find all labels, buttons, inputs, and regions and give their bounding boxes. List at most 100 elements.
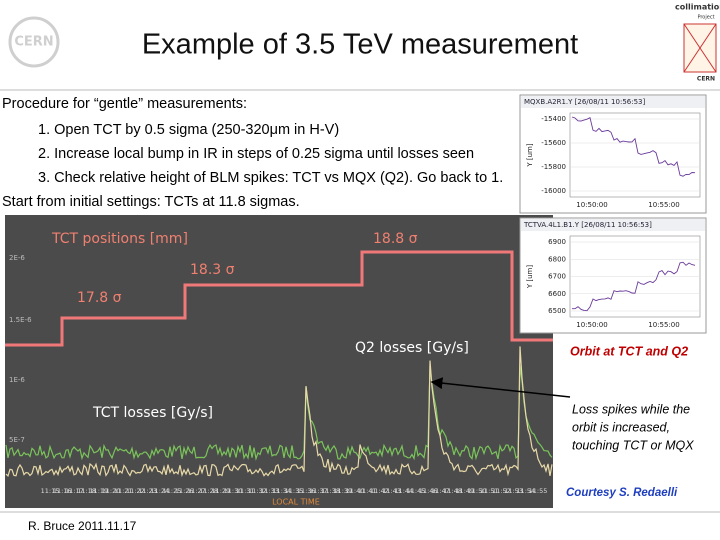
procedure-intro: Procedure for “gentle” measurements: — [2, 96, 247, 112]
x-tick-label: 11:37 — [309, 487, 328, 495]
x-tick-label: 11:45 — [407, 487, 426, 495]
procedure-start: Start from initial settings: TCTs at 11.… — [2, 194, 300, 210]
orbit-annotation: Orbit at TCT and Q2 — [570, 344, 688, 358]
logo-right-text: Project — [697, 15, 714, 21]
orbit-x-tick: 10:50:00 — [576, 201, 607, 209]
orbit-plot-title: TCTVA.4L1.B1.Y [26/08/11 10:56:53] — [523, 221, 652, 229]
x-tick-label: 11:36 — [297, 487, 316, 495]
x-tick-label: 11:30 — [224, 487, 243, 495]
x-tick-label: 11:34 — [272, 487, 291, 495]
orbit-y-label: Y [um] — [526, 143, 534, 167]
x-tick-label: 11:31 — [236, 487, 255, 495]
x-tick-label: 11:26 — [175, 487, 194, 495]
annotation-arrow — [430, 377, 571, 398]
x-tick-label: 11:52 — [492, 487, 511, 495]
orbit-trace — [571, 116, 696, 177]
orbit-plot-titlebar — [521, 219, 705, 231]
loss-annotation: touching TCT or MQX — [572, 438, 694, 452]
plot-label: 18.3 σ — [190, 262, 235, 278]
x-tick-label: 11:46 — [419, 487, 438, 495]
logo-right-graphic — [683, 23, 717, 73]
x-tick-label: 11:49 — [455, 487, 474, 495]
x-tick-label: 11:48 — [443, 487, 462, 495]
orbit-y-tick: -16000 — [541, 187, 566, 195]
logo-right-text: CERN — [697, 76, 715, 83]
x-tick-label: 11:24 — [150, 487, 169, 495]
x-tick-label: 11:19 — [89, 487, 108, 495]
x-tick-label: 11:51 — [480, 487, 499, 495]
plot-label: TCT positions [mm] — [51, 231, 188, 247]
x-tick-label: 11:54 — [516, 487, 535, 495]
x-tick-label: 11:38 — [321, 487, 340, 495]
loss-plot: 2E-61.5E-61E-65E-711:1511:1611:1711:1811… — [5, 215, 553, 508]
x-tick-label: 11:47 — [431, 487, 450, 495]
x-tick-label: 11:23 — [138, 487, 157, 495]
cern-logo — [8, 16, 60, 68]
x-tick-label: 11:32 — [248, 487, 267, 495]
header-bg — [0, 0, 720, 90]
orbit-y-tick: 6900 — [548, 238, 566, 246]
orbit-plots: MQXB.A2R1.Y [26/08/11 10:56:53] -15400 -15… — [519, 94, 707, 334]
orbit-plot-title: MQXB.A2R1.Y [26/08/11 10:56:53] — [524, 98, 645, 106]
cern-logo-text: CERN — [14, 35, 53, 50]
y-tick-label: 1E-6 — [9, 376, 25, 384]
footer-author: R. Bruce 2011.11.17 — [28, 519, 137, 533]
plot-label: 17.8 σ — [77, 290, 122, 306]
x-tick-label: 11:21 — [114, 487, 133, 495]
x-tick-label: 11:15 — [41, 487, 60, 495]
orbit-y-label: Y [um] — [526, 265, 534, 289]
orbit-plot-titlebar — [521, 96, 705, 108]
orbit-x-tick: 10:55:00 — [648, 321, 679, 329]
x-tick-label: 11:27 — [187, 487, 206, 495]
x-tick-label: 11:40 — [346, 487, 365, 495]
orbit-y-tick: 6500 — [548, 307, 566, 315]
x-tick-label: 11:43 — [382, 487, 401, 495]
y-tick-label: 5E-7 — [9, 436, 25, 444]
x-tick-label: 11:16 — [53, 487, 72, 495]
loss-trace — [5, 365, 553, 461]
x-tick-label: 11:17 — [65, 487, 84, 495]
plot-label: TCT losses [Gy/s] — [92, 405, 213, 421]
x-tick-label: 11:33 — [260, 487, 279, 495]
procedure-step: 1. Open TCT by 0.5 sigma (250-320μm in H… — [38, 122, 339, 138]
x-axis-label: LOCAL TIME — [272, 498, 320, 507]
orbit-y-tick: -15400 — [541, 115, 566, 123]
x-tick-label: 11:42 — [370, 487, 389, 495]
y-tick-label: 2E-6 — [9, 254, 25, 262]
logo-right-text: collimation — [675, 3, 720, 12]
orbit-y-tick: 6700 — [548, 273, 566, 281]
x-tick-label: 11:55 — [529, 487, 548, 495]
plot-label: Q2 losses [Gy/s] — [355, 340, 469, 356]
orbit-trace — [572, 261, 696, 312]
orbit-y-tick: 6600 — [548, 290, 566, 298]
x-tick-label: 11:39 — [333, 487, 352, 495]
slide-title: Example of 3.5 TeV measurement — [142, 29, 578, 61]
plot-label: 18.8 σ — [373, 231, 418, 247]
x-tick-label: 11:53 — [504, 487, 523, 495]
loss-annotation: Loss spikes while the — [572, 402, 690, 416]
x-tick-label: 11:25 — [163, 487, 182, 495]
x-tick-label: 11:50 — [468, 487, 487, 495]
x-tick-label: 11:29 — [211, 487, 230, 495]
loss-trace — [5, 346, 553, 478]
position-step — [5, 250, 553, 347]
procedure-step: 2. Increase local bump in IR in steps of… — [38, 146, 474, 162]
orbit-y-tick: -15600 — [541, 139, 566, 147]
y-tick-label: 1.5E-6 — [9, 316, 32, 324]
loss-annotation: orbit is increased, — [572, 420, 670, 434]
procedure-step: 3. Check relative height of BLM spikes: … — [38, 170, 503, 186]
x-tick-label: 11:44 — [394, 487, 413, 495]
orbit-y-tick: -15800 — [541, 163, 566, 171]
x-tick-label: 11:41 — [358, 487, 377, 495]
x-tick-label: 11:28 — [199, 487, 218, 495]
orbit-y-tick: 6800 — [548, 255, 566, 263]
x-tick-label: 11:18 — [77, 487, 96, 495]
plot-bg — [5, 215, 553, 508]
x-tick-label: 11:35 — [285, 487, 304, 495]
orbit-x-tick: 10:50:00 — [576, 321, 607, 329]
courtesy: Courtesy S. Redaelli — [566, 487, 678, 499]
orbit-plot-area — [569, 112, 701, 198]
orbit-x-tick: 10:55:00 — [648, 201, 679, 209]
